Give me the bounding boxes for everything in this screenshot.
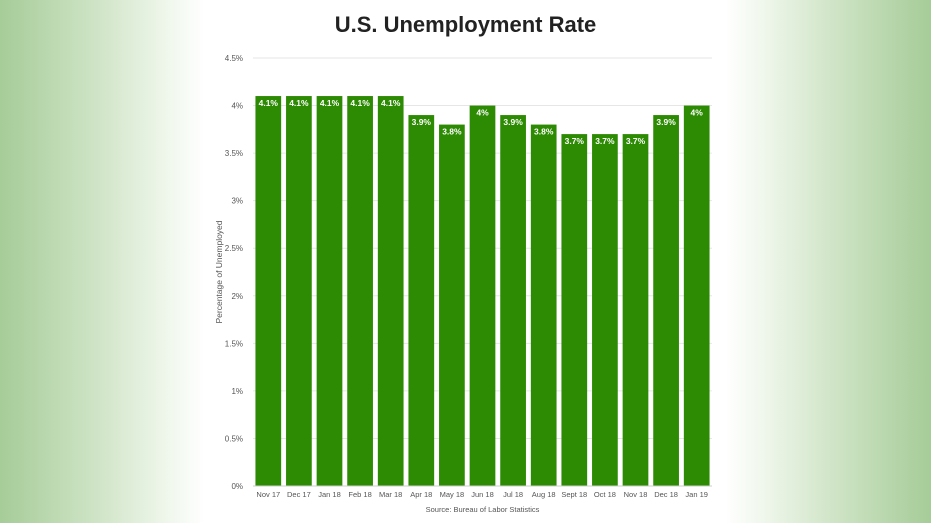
y-tick-label: 1.5% bbox=[225, 339, 243, 348]
bar bbox=[347, 96, 373, 487]
chart-title: U.S. Unemployment Rate bbox=[334, 12, 597, 37]
y-tick-label: 3.5% bbox=[225, 149, 243, 158]
bar bbox=[622, 134, 649, 487]
bar-data-label: 3.7% bbox=[595, 136, 615, 146]
bar bbox=[439, 124, 465, 487]
x-tick-label: Apr 18 bbox=[410, 490, 432, 499]
y-tick-label: 0.5% bbox=[225, 434, 243, 443]
y-tick-label: 4% bbox=[231, 102, 243, 111]
bar-data-label: 4.1% bbox=[289, 98, 309, 108]
bar-data-label: 3.7% bbox=[565, 136, 585, 146]
bar-data-label: 4% bbox=[691, 108, 704, 118]
bar bbox=[530, 124, 557, 487]
y-tick-label: 4.5% bbox=[225, 54, 243, 63]
x-tick-label: Oct 18 bbox=[594, 490, 616, 499]
left-background-panel bbox=[0, 0, 205, 523]
bar-data-label: 4.1% bbox=[381, 98, 401, 108]
right-background-panel bbox=[726, 0, 931, 523]
bar-data-label: 3.9% bbox=[412, 117, 432, 127]
bar-data-label: 4.1% bbox=[350, 98, 370, 108]
x-tick-label: Feb 18 bbox=[348, 490, 371, 499]
bar-data-label: 3.8% bbox=[534, 127, 554, 137]
bar bbox=[500, 115, 526, 487]
x-tick-label: Aug 18 bbox=[532, 490, 556, 499]
bar bbox=[316, 96, 343, 487]
y-tick-label: 2.5% bbox=[225, 244, 243, 253]
y-tick-label: 2% bbox=[231, 292, 243, 301]
x-tick-label: Jul 18 bbox=[503, 490, 523, 499]
y-tick-label: 1% bbox=[231, 387, 243, 396]
y-tick-label: 0% bbox=[231, 482, 243, 491]
bar bbox=[286, 96, 312, 487]
bar-data-label: 3.9% bbox=[656, 117, 676, 127]
y-axis-title: Percentage of Unemployed bbox=[214, 220, 224, 323]
x-tick-label: Jun 18 bbox=[471, 490, 494, 499]
bar-data-label: 4.1% bbox=[320, 98, 340, 108]
x-tick-label: Mar 18 bbox=[379, 490, 402, 499]
bar bbox=[561, 134, 588, 487]
bar bbox=[255, 96, 282, 487]
source-note: Source: Bureau of Labor Statistics bbox=[426, 505, 540, 514]
x-tick-label: Sept 18 bbox=[561, 490, 587, 499]
bar bbox=[653, 115, 679, 487]
bar bbox=[408, 115, 435, 487]
chart-card: U.S. Unemployment Rate 0% 0.5% 1% 1.5% 2% 2.5… bbox=[205, 0, 726, 523]
x-tick-label: May 18 bbox=[440, 490, 465, 499]
x-tick-label: Nov 17 bbox=[256, 490, 280, 499]
bar-data-label: 4.1% bbox=[259, 98, 279, 108]
bar bbox=[592, 134, 618, 487]
bar bbox=[469, 105, 496, 487]
x-tick-label: Nov 18 bbox=[624, 490, 648, 499]
bar-data-label: 3.7% bbox=[626, 136, 646, 146]
y-tick-label: 3% bbox=[231, 197, 243, 206]
x-tick-label: Dec 18 bbox=[654, 490, 678, 499]
x-tick-label: Jan 19 bbox=[685, 490, 708, 499]
x-tick-label: Jan 18 bbox=[318, 490, 341, 499]
bar-data-label: 4% bbox=[476, 108, 489, 118]
bar bbox=[377, 96, 404, 487]
bar-data-label: 3.8% bbox=[442, 127, 462, 137]
bar-data-label: 3.9% bbox=[503, 117, 523, 127]
bar-chart: 0% 0.5% 1% 1.5% 2% 2.5% 3% 3.5% 4% 4.5% Percentage… bbox=[214, 54, 712, 514]
x-tick-label: Dec 17 bbox=[287, 490, 311, 499]
bar bbox=[683, 105, 710, 487]
